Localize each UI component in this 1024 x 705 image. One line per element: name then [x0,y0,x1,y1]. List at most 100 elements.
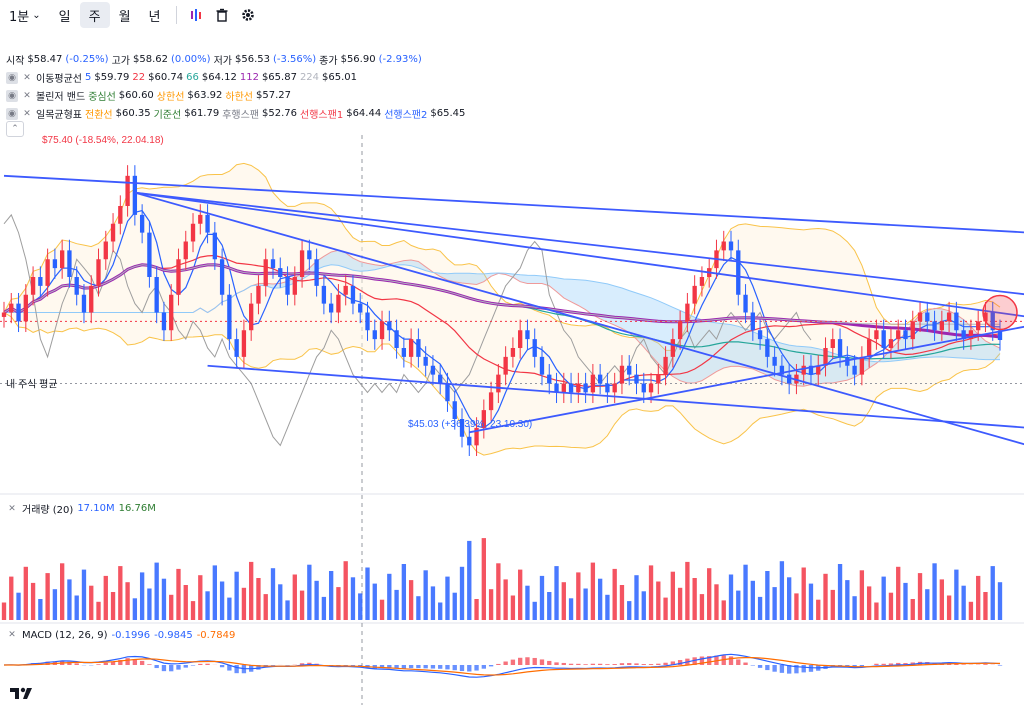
period-month[interactable]: 월 [110,2,140,28]
candle-body [365,312,370,331]
period-day[interactable]: 일 [50,2,80,28]
volume-bar [583,588,588,620]
delete-button[interactable] [209,2,235,28]
volume-bar [1,602,7,620]
candle-body [45,259,50,286]
candle-body [190,223,196,242]
candle-body [561,383,566,393]
macd-histogram-bar [888,663,894,665]
collapse-legend-button[interactable]: ⌃ [6,121,24,137]
close-icon[interactable]: ✕ [23,72,31,83]
candle-body [968,330,974,340]
high-change: (0.00%) [171,54,211,65]
volume-bar [212,565,217,620]
candle-body [946,312,952,322]
close-icon[interactable]: ✕ [8,630,16,640]
macd-histogram-bar [169,665,174,672]
macd-histogram-bar [612,664,617,665]
period-week[interactable]: 주 [79,2,110,28]
volume-bar [474,599,479,620]
trendline-resistance [134,191,1024,318]
candle-body [547,374,552,384]
candle-body [619,365,625,384]
candle-body [314,259,319,286]
volume-bar [110,592,116,620]
candle-body [518,330,523,348]
indicator-button[interactable] [183,2,209,28]
volume-bar [278,584,283,620]
candle-body [459,419,465,437]
eye-icon[interactable]: ◉ [6,71,18,84]
volume-bar [576,572,581,620]
macd-histogram-bar [619,663,625,665]
macd-histogram-bar [110,661,116,665]
candle-body [656,374,661,384]
volume-bar [590,562,596,620]
candle-body [532,339,537,357]
volume-bar [648,565,654,620]
volume-bar [314,580,319,620]
macd-histogram-bar [881,663,886,665]
volume-bar [910,599,915,620]
eye-icon[interactable]: ◉ [6,89,18,102]
candle-body [438,374,443,384]
spanA-label: 선행스팬1 [300,110,344,121]
candle-body [23,294,28,322]
candle-body [372,330,377,340]
candle-body [627,365,632,375]
macd-histogram-bar [583,664,588,665]
volume-bar [692,578,697,620]
volume-bar [118,566,123,620]
candle-body [241,330,247,357]
tradingview-logo-icon[interactable] [8,684,38,702]
conv-value: $60.35 [115,108,151,119]
period-year[interactable]: 년 [140,2,170,28]
macd-histogram-bar [721,655,726,665]
volume-bar [757,596,763,620]
macd-histogram-bar [103,662,108,665]
volume-bar [845,580,850,620]
candle-body [837,339,843,357]
macd-histogram-bar [139,660,145,665]
candle-body [379,321,385,340]
interval-selector[interactable]: 1분 ⌄ [0,2,50,28]
candle-body [554,383,559,393]
low-label: 저가 [213,56,232,67]
macd-histogram-bar [452,665,457,671]
volume-bar [903,582,908,620]
volume-bar [38,599,43,620]
volume-bar [597,578,603,620]
open-change: (-0.25%) [65,54,109,65]
volume-bar [169,594,174,620]
settings-button[interactable] [235,2,261,28]
bollinger-lower [3,312,1001,456]
close-icon[interactable]: ✕ [23,90,31,101]
macd-value: -0.1996 [111,629,151,641]
ma-legend: ◉ ✕ 이동평균선 5 $59.79 22 $60.74 66 $64.12 11… [6,70,357,85]
candle-body [481,410,486,428]
eye-icon[interactable]: ◉ [6,107,18,120]
volume-bar [365,567,370,620]
volume-bar [801,567,806,620]
close-icon[interactable]: ✕ [23,108,31,119]
volume-name: 거래량 (20) [22,505,74,516]
candle-body [161,312,167,331]
macd-histogram-bar [554,662,559,665]
close-icon[interactable]: ✕ [8,503,16,514]
candle-body [67,250,72,277]
macd-hist-value: -0.7849 [196,629,236,641]
volume-bar [430,586,436,620]
trash-icon [216,8,227,22]
candle-body [256,285,261,304]
candle-body [743,294,748,313]
volume-bar [205,591,210,620]
volume-bar [983,592,988,620]
macd-histogram-bar [387,665,392,668]
macd-histogram-bar [772,665,777,672]
volume-bar [249,561,254,620]
volume-bar [321,596,327,620]
macd-histogram-bar [568,663,574,665]
candle-body [670,339,676,357]
candle-body [278,268,283,277]
